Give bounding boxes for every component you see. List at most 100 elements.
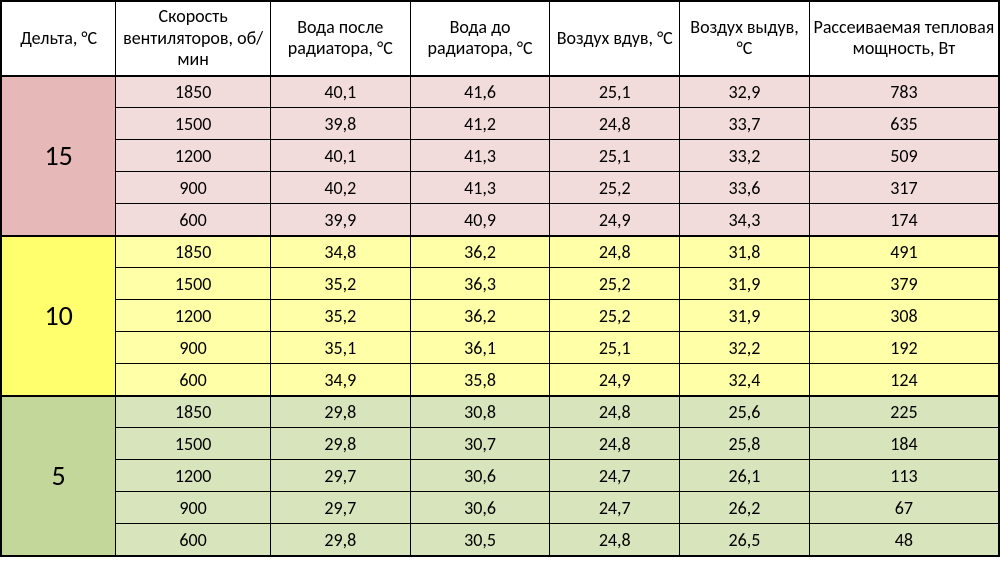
cell-air_out: 31,9: [680, 300, 810, 332]
cell-air_in: 24,7: [550, 460, 680, 492]
cell-fan_rpm: 900: [116, 172, 271, 204]
cell-air_in: 25,1: [550, 332, 680, 364]
table-body: 15185040,141,625,132,9783150039,841,224,…: [1, 76, 999, 556]
col-header-water_in: Вода до радиатора, °C: [410, 1, 550, 76]
col-header-power: Рассеиваемая тепловая мощность, Вт: [809, 1, 999, 76]
cell-fan_rpm: 900: [116, 492, 271, 524]
cell-air_out: 26,5: [680, 524, 810, 556]
table-row: 120040,141,325,133,2509: [1, 140, 999, 172]
cell-air_in: 24,8: [550, 428, 680, 460]
cell-air_in: 24,8: [550, 524, 680, 556]
cell-power: 113: [809, 460, 999, 492]
cell-fan_rpm: 1850: [116, 76, 271, 108]
cell-power: 491: [809, 236, 999, 268]
cell-fan_rpm: 1500: [116, 108, 271, 140]
cell-power: 783: [809, 76, 999, 108]
cell-air_in: 24,8: [550, 236, 680, 268]
cell-air_out: 32,2: [680, 332, 810, 364]
table-row: 60034,935,824,932,4124: [1, 364, 999, 396]
table-row: 90035,136,125,132,2192: [1, 332, 999, 364]
cell-power: 48: [809, 524, 999, 556]
table-row: 120035,236,225,231,9308: [1, 300, 999, 332]
cell-water_in: 36,3: [410, 268, 550, 300]
cell-water_out: 29,8: [270, 396, 410, 428]
col-header-water_out: Вода после радиатора, °C: [270, 1, 410, 76]
cell-water_out: 39,9: [270, 204, 410, 236]
cell-air_out: 31,8: [680, 236, 810, 268]
cell-air_in: 25,2: [550, 300, 680, 332]
cell-water_out: 40,1: [270, 140, 410, 172]
cell-air_in: 24,8: [550, 108, 680, 140]
cell-fan_rpm: 600: [116, 364, 271, 396]
cell-air_out: 33,6: [680, 172, 810, 204]
cell-air_out: 26,2: [680, 492, 810, 524]
cell-water_in: 30,6: [410, 492, 550, 524]
cell-air_out: 25,6: [680, 396, 810, 428]
cell-air_out: 32,4: [680, 364, 810, 396]
delta-cell: 10: [1, 236, 116, 396]
cell-power: 509: [809, 140, 999, 172]
header-row: Дельта, °CСкорость вентиляторов, об/минВ…: [1, 1, 999, 76]
cell-water_in: 30,8: [410, 396, 550, 428]
table-row: 150039,841,224,833,7635: [1, 108, 999, 140]
cell-water_out: 35,1: [270, 332, 410, 364]
table-row: 150035,236,325,231,9379: [1, 268, 999, 300]
cell-fan_rpm: 600: [116, 204, 271, 236]
cell-water_out: 35,2: [270, 268, 410, 300]
table-row: 120029,730,624,726,1113: [1, 460, 999, 492]
table-row: 10185034,836,224,831,8491: [1, 236, 999, 268]
cell-water_out: 40,1: [270, 76, 410, 108]
cell-air_out: 33,7: [680, 108, 810, 140]
cell-air_out: 31,9: [680, 268, 810, 300]
table-row: 5185029,830,824,825,6225: [1, 396, 999, 428]
col-header-delta: Дельта, °C: [1, 1, 116, 76]
cell-water_in: 41,3: [410, 140, 550, 172]
cell-fan_rpm: 1200: [116, 140, 271, 172]
col-header-fan_rpm: Скорость вентиляторов, об/мин: [116, 1, 271, 76]
thermal-table-container: Дельта, °CСкорость вентиляторов, об/минВ…: [0, 0, 1000, 557]
cell-air_out: 32,9: [680, 76, 810, 108]
thermal-table: Дельта, °CСкорость вентиляторов, об/минВ…: [0, 0, 1000, 557]
cell-water_in: 40,9: [410, 204, 550, 236]
table-row: 15185040,141,625,132,9783: [1, 76, 999, 108]
cell-power: 174: [809, 204, 999, 236]
cell-power: 635: [809, 108, 999, 140]
table-row: 60029,830,524,826,548: [1, 524, 999, 556]
cell-water_out: 29,7: [270, 460, 410, 492]
cell-air_out: 33,2: [680, 140, 810, 172]
cell-water_in: 30,6: [410, 460, 550, 492]
cell-water_in: 30,7: [410, 428, 550, 460]
cell-power: 67: [809, 492, 999, 524]
cell-fan_rpm: 1500: [116, 428, 271, 460]
table-row: 90029,730,624,726,267: [1, 492, 999, 524]
cell-water_in: 36,1: [410, 332, 550, 364]
col-header-air_in: Воздух вдув, °C: [550, 1, 680, 76]
cell-fan_rpm: 1200: [116, 300, 271, 332]
cell-water_out: 29,7: [270, 492, 410, 524]
cell-power: 192: [809, 332, 999, 364]
cell-fan_rpm: 900: [116, 332, 271, 364]
cell-power: 124: [809, 364, 999, 396]
cell-water_in: 41,2: [410, 108, 550, 140]
cell-fan_rpm: 1850: [116, 236, 271, 268]
cell-water_in: 41,3: [410, 172, 550, 204]
cell-air_in: 25,2: [550, 172, 680, 204]
cell-water_in: 36,2: [410, 300, 550, 332]
cell-water_in: 36,2: [410, 236, 550, 268]
delta-cell: 5: [1, 396, 116, 556]
cell-power: 184: [809, 428, 999, 460]
cell-fan_rpm: 600: [116, 524, 271, 556]
cell-water_out: 35,2: [270, 300, 410, 332]
cell-power: 317: [809, 172, 999, 204]
cell-air_in: 24,9: [550, 364, 680, 396]
cell-water_out: 34,9: [270, 364, 410, 396]
table-head: Дельта, °CСкорость вентиляторов, об/минВ…: [1, 1, 999, 76]
cell-water_out: 29,8: [270, 524, 410, 556]
table-row: 60039,940,924,934,3174: [1, 204, 999, 236]
cell-fan_rpm: 1200: [116, 460, 271, 492]
cell-water_in: 30,5: [410, 524, 550, 556]
delta-cell: 15: [1, 76, 116, 236]
cell-air_in: 25,2: [550, 268, 680, 300]
cell-air_out: 25,8: [680, 428, 810, 460]
cell-power: 225: [809, 396, 999, 428]
